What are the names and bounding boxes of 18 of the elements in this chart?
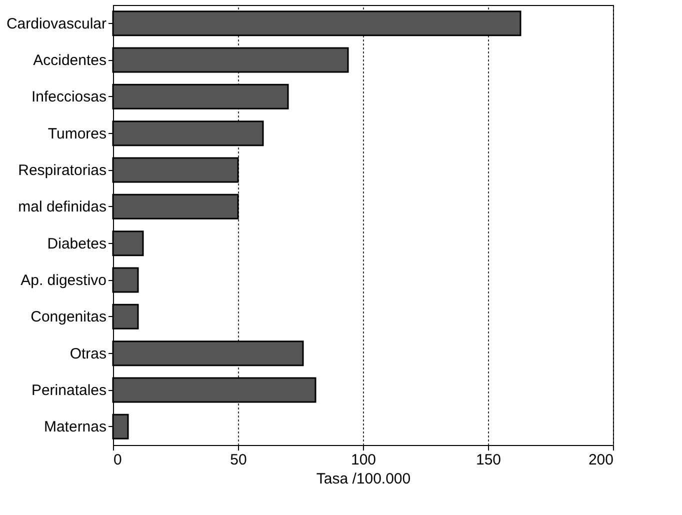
y-tick-label: mal definidas [18,198,106,216]
x-tick-label: 150 [476,452,502,468]
x-tick-label: 50 [230,452,247,468]
x-tick-label: 200 [588,452,614,468]
y-tick-label: Otras [70,345,106,362]
y-tick-label: Infecciosas [31,88,106,106]
y-tick-label: Cardiovascular [6,15,106,32]
y-tick-label: Tumores [48,125,106,142]
x-tick-label: 0 [114,452,122,468]
y-tick-label: Ap. digestivo [20,272,106,289]
y-tick-label: Perinatales [31,382,106,399]
x-tick-label: 100 [350,452,376,468]
y-tick-label: Maternas [44,418,106,436]
y-tick-label: Diabetes [47,235,106,252]
y-tick-label: Congenitas [30,308,106,326]
y-tick-label: Respiratorias [18,162,106,179]
y-tick-label: Accidentes [33,52,106,69]
x-axis-title: Tasa /100.000 [316,470,411,488]
